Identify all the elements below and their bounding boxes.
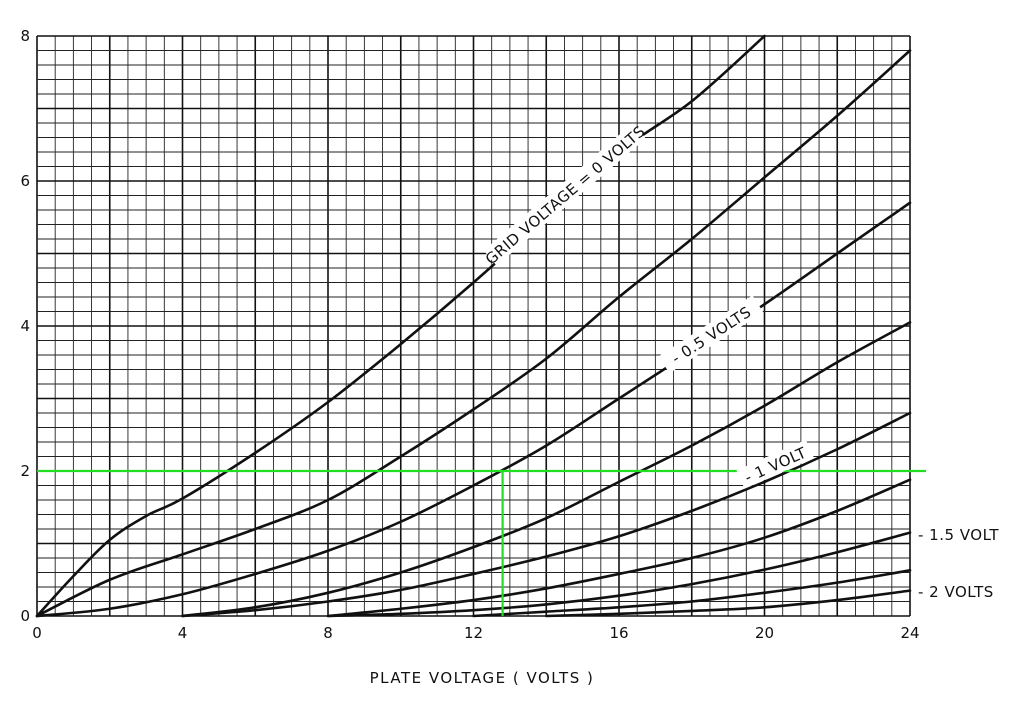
y-tick-label: 8 [20,27,30,45]
x-tick-label: 12 [464,624,483,642]
x-tick-label: 8 [323,624,333,642]
x-tick-label: 24 [900,624,919,642]
x-tick-label: 20 [755,624,774,642]
series-line-3 [181,321,912,618]
curve-label-minus-0-5: - 0.5 VOLTS [668,303,754,368]
y-tick-label: 6 [20,172,30,190]
curve-label-minus-1: - 1 VOLT [742,443,810,486]
x-tick-label: 16 [609,624,628,642]
x-tick-label: 4 [178,624,188,642]
x-axis-label: PLATE VOLTAGE ( VOLTS ) [370,669,595,687]
series-line-5 [326,478,912,618]
series-line-6 [326,531,912,618]
y-tick-label: 0 [20,607,30,625]
curve-label-minus-1-5: - 1.5 VOLT [918,526,999,544]
series-line-7 [472,569,912,618]
series-line-2 [35,201,912,618]
series-line-8 [544,589,912,618]
y-tick-label: 4 [20,317,30,335]
x-tick-label: 0 [32,624,42,642]
curve-label-minus-2: - 2 VOLTS [918,583,994,601]
grid [36,35,911,617]
series-line-4 [181,411,912,618]
series-line-1 [35,49,912,618]
y-tick-label: 2 [20,462,30,480]
